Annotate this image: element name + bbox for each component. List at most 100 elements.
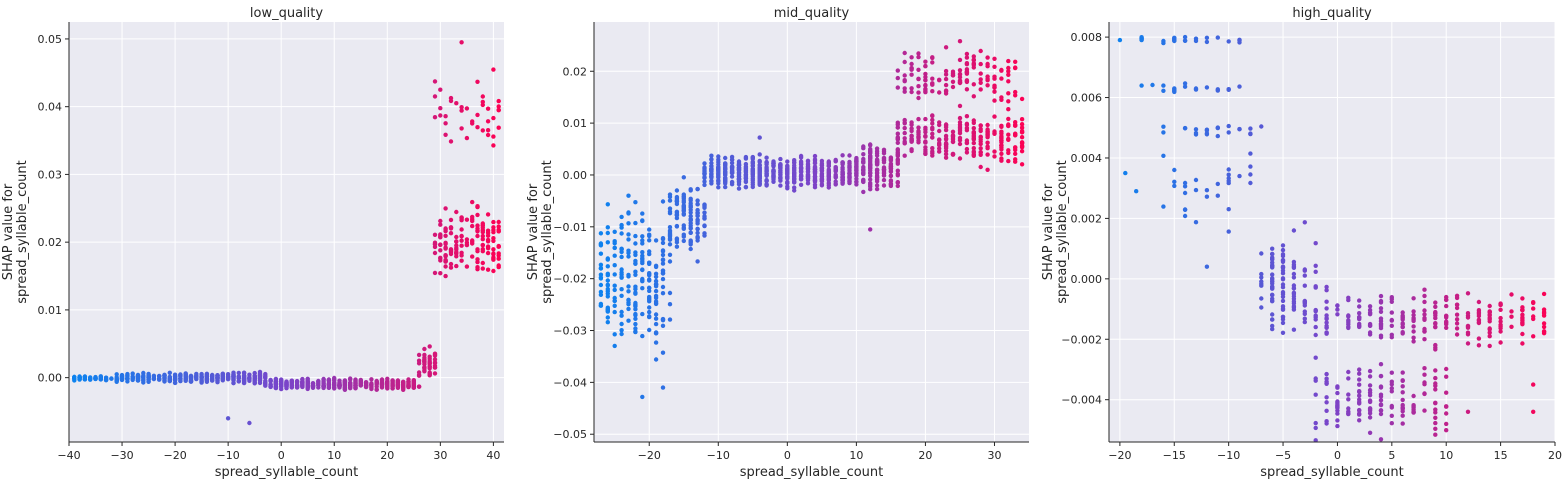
shap-point bbox=[1259, 296, 1264, 301]
shap-point bbox=[475, 223, 480, 228]
shap-point bbox=[1006, 58, 1011, 64]
shap-point bbox=[660, 316, 666, 322]
shap-point bbox=[1324, 320, 1329, 325]
shap-point bbox=[1324, 330, 1329, 335]
shap-point bbox=[716, 165, 721, 170]
shap-point bbox=[236, 379, 241, 384]
shap-point bbox=[454, 101, 459, 106]
shap-point bbox=[496, 264, 501, 270]
shap-point bbox=[881, 147, 887, 152]
y-tick-label: −0.002 bbox=[1061, 333, 1102, 346]
shap-point bbox=[999, 97, 1004, 103]
shap-point bbox=[943, 76, 949, 82]
shap-point bbox=[1498, 326, 1503, 331]
shap-point bbox=[950, 79, 956, 85]
shap-point bbox=[633, 233, 638, 239]
shap-point bbox=[1280, 259, 1286, 264]
shap-point bbox=[633, 252, 638, 258]
shap-point bbox=[321, 377, 326, 382]
shap-point bbox=[619, 321, 624, 327]
shap-point bbox=[470, 199, 475, 205]
shap-point bbox=[1270, 246, 1275, 251]
y-tick-label: 0.04 bbox=[38, 101, 63, 114]
shap-point bbox=[1204, 132, 1210, 137]
shap-point bbox=[1389, 421, 1395, 426]
shap-point bbox=[716, 168, 721, 173]
shap-point bbox=[1400, 321, 1405, 326]
shap-point bbox=[1006, 150, 1011, 156]
shap-point bbox=[833, 172, 838, 177]
shap-point bbox=[874, 167, 880, 173]
shap-point bbox=[647, 314, 652, 319]
shap-point bbox=[188, 375, 194, 381]
shap-point bbox=[1335, 312, 1340, 317]
shap-point bbox=[702, 204, 707, 209]
shap-point bbox=[785, 163, 790, 168]
shap-point bbox=[619, 328, 624, 333]
shap-point bbox=[247, 420, 252, 426]
shap-point bbox=[342, 379, 348, 384]
shap-point bbox=[1378, 298, 1384, 304]
shap-point bbox=[798, 165, 804, 170]
y-tick-label: 0.03 bbox=[38, 168, 63, 181]
shap-point bbox=[194, 375, 199, 380]
shap-point bbox=[1367, 323, 1373, 328]
shap-point bbox=[964, 78, 970, 84]
shap-point bbox=[305, 381, 310, 386]
shap-point bbox=[598, 251, 604, 256]
shap-point bbox=[151, 376, 157, 382]
shap-point bbox=[992, 131, 997, 136]
shap-point bbox=[1422, 382, 1427, 387]
shap-point bbox=[950, 152, 956, 157]
shap-point bbox=[957, 135, 963, 141]
shap-point bbox=[459, 40, 464, 45]
shap-point bbox=[475, 229, 480, 234]
shap-point bbox=[647, 271, 652, 277]
shap-point bbox=[1006, 107, 1011, 112]
shap-point bbox=[923, 116, 928, 122]
x-tick-label: −20 bbox=[638, 449, 661, 462]
shap-point bbox=[895, 122, 900, 127]
shap-point bbox=[475, 212, 480, 218]
shap-point bbox=[833, 157, 838, 163]
shap-point bbox=[1454, 295, 1460, 301]
shap-point bbox=[496, 256, 501, 261]
shap-point bbox=[1172, 179, 1177, 184]
shap-point bbox=[1117, 37, 1123, 43]
shap-point bbox=[438, 233, 443, 238]
shap-point bbox=[888, 157, 894, 162]
shap-point bbox=[992, 149, 997, 154]
shap-point bbox=[729, 157, 735, 162]
shap-point bbox=[1270, 264, 1275, 269]
shap-point bbox=[633, 307, 638, 312]
shap-point bbox=[1433, 426, 1438, 431]
shap-point bbox=[826, 159, 831, 164]
shap-point bbox=[1280, 247, 1286, 253]
shap-point bbox=[1411, 410, 1416, 415]
shap-point bbox=[999, 124, 1004, 129]
shap-point bbox=[619, 214, 624, 220]
shap-point bbox=[798, 155, 804, 160]
shap-point bbox=[1335, 390, 1340, 396]
shap-point bbox=[874, 186, 880, 192]
shap-point bbox=[1357, 401, 1362, 406]
shap-point bbox=[660, 291, 666, 296]
shap-point bbox=[475, 125, 480, 130]
shap-point bbox=[390, 378, 395, 383]
shap-point bbox=[695, 210, 700, 215]
shap-point bbox=[923, 140, 928, 145]
shap-point bbox=[916, 90, 921, 95]
shap-point bbox=[1172, 183, 1177, 189]
shap-point bbox=[1019, 149, 1025, 154]
shap-point bbox=[647, 305, 652, 310]
shap-point bbox=[220, 378, 225, 383]
shap-point bbox=[1182, 38, 1188, 43]
shap-point bbox=[916, 128, 921, 134]
shap-point bbox=[709, 157, 714, 162]
shap-point bbox=[688, 238, 693, 243]
shap-point bbox=[1313, 425, 1318, 431]
shap-point bbox=[833, 179, 838, 184]
shap-point bbox=[289, 383, 294, 388]
shap-point bbox=[902, 78, 907, 83]
shap-point bbox=[1433, 383, 1438, 388]
